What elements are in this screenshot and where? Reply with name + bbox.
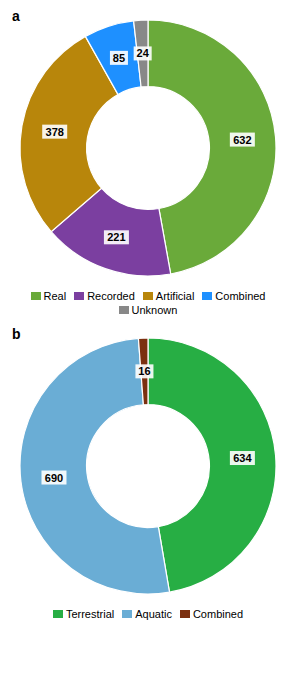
- svg-text:24: 24: [137, 47, 150, 59]
- html-text:Combined: Combined: [215, 290, 266, 302]
- html-text:Recorded: Recorded: [87, 290, 135, 302]
- svg-text:85: 85: [113, 52, 125, 64]
- html-text:Aquatic: Aquatic: [135, 608, 172, 620]
- html-text:Terrestrial: Terrestrial: [65, 608, 115, 620]
- html-text:Artificial: Artificial: [155, 290, 195, 302]
- svg-text:632: 632: [233, 134, 251, 146]
- svg-text:378: 378: [46, 126, 64, 138]
- html-text:a: a: [12, 8, 20, 24]
- svg-text:634: 634: [233, 452, 252, 464]
- svg-text:690: 690: [45, 472, 63, 484]
- svg-text:221: 221: [107, 231, 125, 243]
- html-text:Unknown: Unknown: [131, 304, 178, 316]
- html-text:b: b: [12, 326, 21, 342]
- svg-text:16: 16: [138, 365, 150, 377]
- html-text:Combined: Combined: [192, 608, 244, 620]
- html-text:Real: Real: [43, 290, 67, 302]
